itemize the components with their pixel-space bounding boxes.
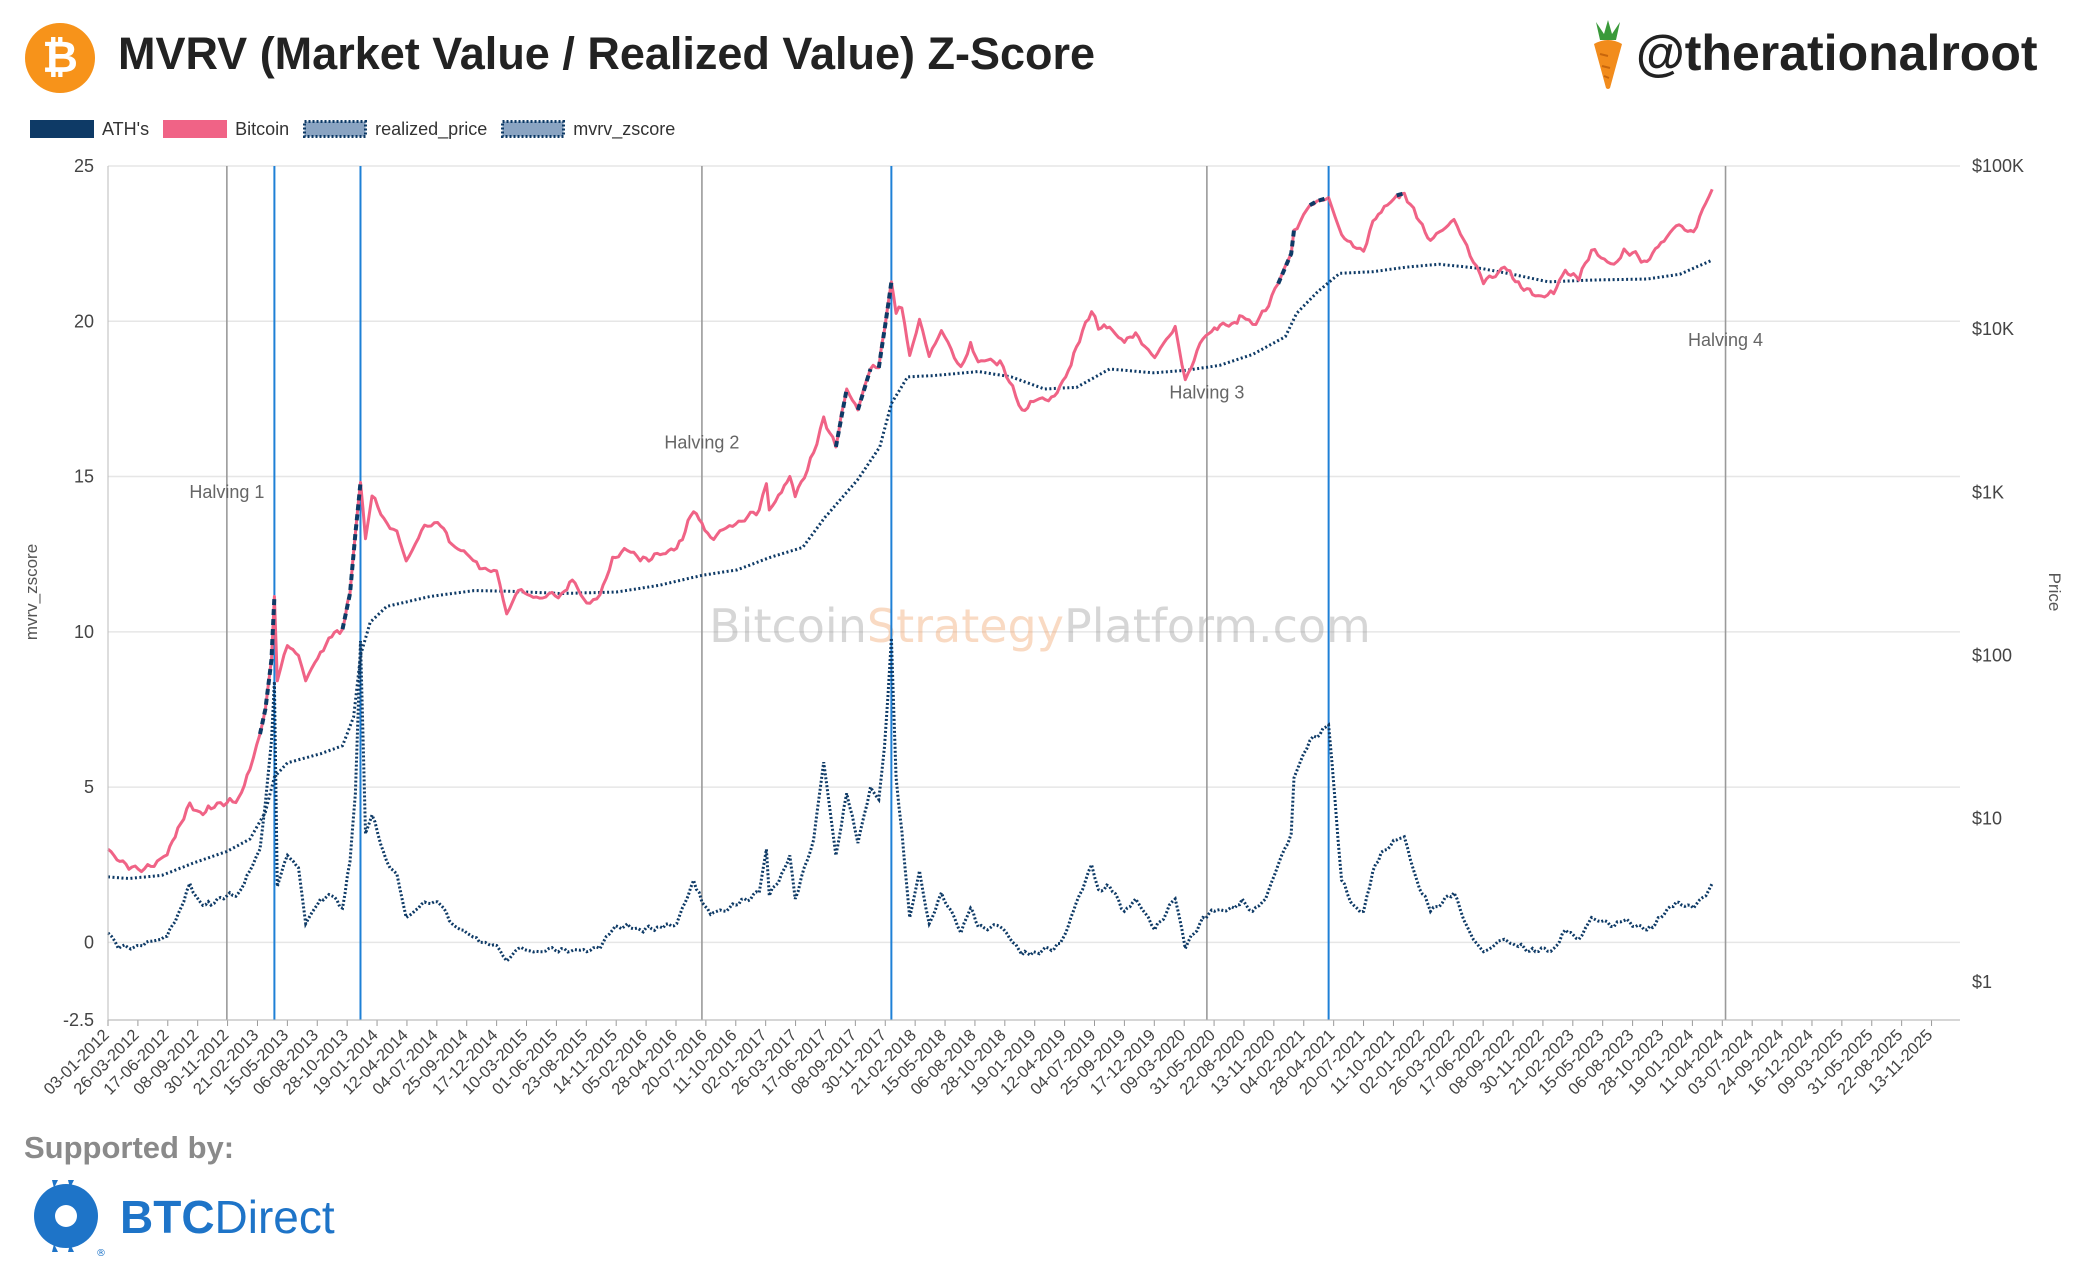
y-left-tick-label: 10 <box>74 622 94 642</box>
halving-label: Halving 1 <box>189 482 264 502</box>
ath-segment <box>1308 195 1330 207</box>
y-right-tick-label: $100 <box>1972 646 2012 666</box>
ath-segment <box>258 596 277 735</box>
legend-swatch <box>163 120 228 138</box>
legend-label: mvrv_zscore <box>573 118 676 139</box>
chart-legend: ATH's Bitcoin realized_price mvrv_zscore <box>30 116 689 142</box>
legend-label: realized_price <box>375 118 488 139</box>
series-line-bitcoin <box>107 188 1714 874</box>
legend-item-aths[interactable]: ATH's <box>30 119 149 140</box>
y-right-tick-label: $1 <box>1972 972 1992 992</box>
ath-segment <box>1276 229 1296 285</box>
halving-label: Halving 4 <box>1688 330 1763 350</box>
bitcoin-logo-icon: ₿ <box>25 23 95 93</box>
btcdirect-wordmark: BTCDirect <box>120 1191 335 1243</box>
y-axis-left-label: mvrv_zscore <box>22 544 41 640</box>
halving-label: Halving 2 <box>664 432 739 452</box>
y-left-tick-label: 0 <box>84 932 94 952</box>
y-right-tick-label: $10K <box>1972 319 2014 339</box>
ath-segment <box>340 482 363 630</box>
y-right-tick-label: $100K <box>1972 156 2024 176</box>
legend-item-mvrv-zscore[interactable]: mvrv_zscore <box>501 119 675 140</box>
series <box>106 188 1714 964</box>
ath-segment <box>1396 191 1405 198</box>
grid <box>108 165 1960 1021</box>
y-left-tick-label: -2.5 <box>63 1010 94 1030</box>
y-axis-right-label: Price <box>2045 573 2064 612</box>
btcdirect-logo-icon: ® <box>34 1180 106 1258</box>
ath-segment <box>876 281 894 369</box>
legend-swatch <box>303 120 368 138</box>
y-left-tick-label: 20 <box>74 311 94 331</box>
chart: BitcoinStrategyPlatform.com Halving 1Hal… <box>22 156 2064 1099</box>
legend-item-realized-price[interactable]: realized_price <box>303 119 487 140</box>
header: ₿ MVRV (Market Value / Realized Value) Z… <box>0 0 2080 110</box>
halving-label: Halving 3 <box>1169 383 1244 403</box>
legend-swatch <box>30 120 94 138</box>
legend-item-bitcoin[interactable]: Bitcoin <box>163 119 289 140</box>
y-right-tick-label: $10 <box>1972 809 2002 829</box>
ath-segment <box>855 368 873 411</box>
halving-markers: Halving 1 Halving 2 Halving 3 Halving 4 <box>189 166 1763 1020</box>
author-handle: @therationalroot <box>1636 25 2038 81</box>
svg-text:®: ® <box>96 1248 106 1258</box>
watermark: BitcoinStrategyPlatform.com <box>709 599 1371 653</box>
legend-swatch <box>501 120 566 138</box>
legend-label: ATH's <box>102 118 150 139</box>
ath-markers <box>273 166 1330 1020</box>
series-line-realized-price <box>107 258 1713 881</box>
y-right-tick-label: $1K <box>1972 482 2004 502</box>
series-line-mvrv-zscore <box>106 637 1714 964</box>
y-left-tick-label: 25 <box>74 156 94 176</box>
chart-title: MVRV (Market Value / Realized Value) Z-S… <box>118 28 1096 79</box>
legend-label: Bitcoin <box>235 118 290 139</box>
y-left-tick-label: 15 <box>74 467 94 487</box>
carrot-icon <box>1594 20 1622 89</box>
svg-text:₿: ₿ <box>42 32 78 83</box>
y-left-tick-label: 5 <box>84 777 94 797</box>
supported-by-label: Supported by: <box>24 1130 235 1165</box>
